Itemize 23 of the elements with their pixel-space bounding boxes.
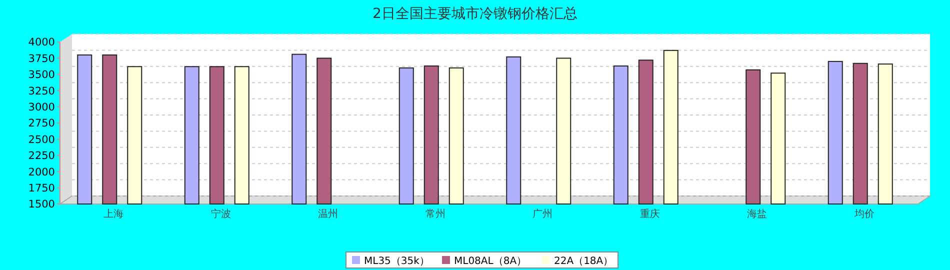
y-tick-label: 3000 [28,101,55,114]
y-tick-label: 3750 [28,52,55,65]
x-tick-label: 海盐 [747,208,768,220]
legend-label: 22A（18A） [554,256,614,267]
x-tick-label: 均价 [853,208,874,220]
x-tick-label: 重庆 [640,208,660,220]
y-tick-label: 2500 [28,134,55,146]
chart-title: 2日全国主要城市冷镦钢价格汇总 [372,6,578,22]
y-tick-label: 3500 [28,69,55,82]
y-tick-label: 4000 [28,36,55,49]
x-tick-label: 上海 [104,208,124,220]
y-tick-label: 2250 [28,150,55,162]
y-tick-label: 3250 [28,85,55,98]
y-tick-label: 2750 [28,118,55,130]
x-tick-label: 温州 [318,208,338,220]
y-tick-label: 2000 [28,166,55,178]
y-tick-label: 1750 [28,182,55,194]
x-tick-label: 宁波 [210,208,231,220]
y-tick-label: 1500 [28,198,55,211]
x-tick-label: 常州 [425,208,446,220]
legend-label: ML08AL（8A） [454,256,527,267]
legend-label: ML35（35k） [364,256,430,267]
x-tick-label: 广州 [532,208,553,220]
